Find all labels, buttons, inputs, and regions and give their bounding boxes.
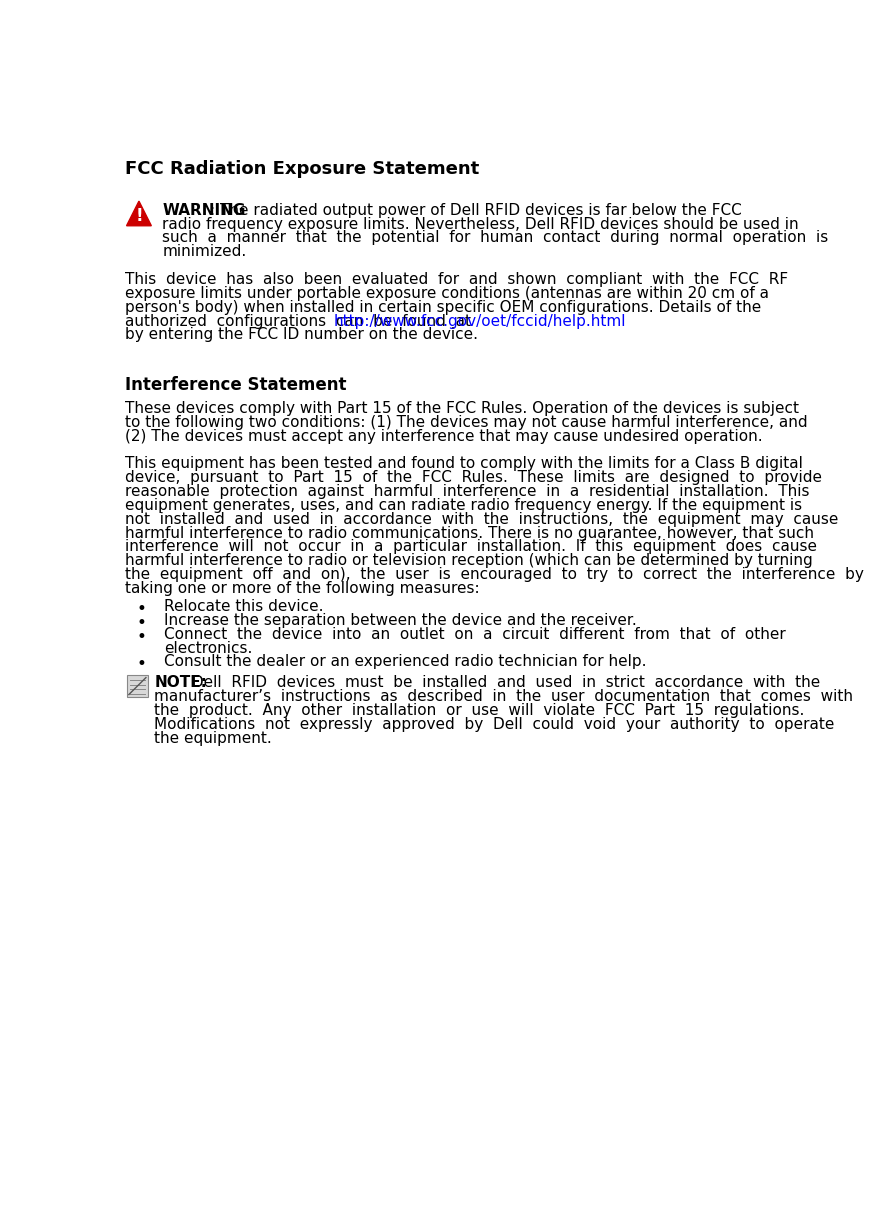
Text: equipment generates, uses, and can radiate radio frequency energy. If the equipm: equipment generates, uses, and can radia… [125, 498, 802, 512]
Text: interference  will  not  occur  in  a  particular  installation.  If  this  equi: interference will not occur in a particu… [125, 539, 817, 555]
Text: •: • [137, 628, 146, 646]
Text: !: ! [135, 208, 143, 226]
Text: Consult the dealer or an experienced radio technician for help.: Consult the dealer or an experienced rad… [164, 654, 646, 669]
Text: WARNING: WARNING [162, 203, 245, 217]
Text: reasonable  protection  against  harmful  interference  in  a  residential  inst: reasonable protection against harmful in… [125, 484, 809, 499]
Text: not  installed  and  used  in  accordance  with  the  instructions,  the  equipm: not installed and used in accordance wit… [125, 512, 838, 527]
Text: the equipment.: the equipment. [154, 731, 272, 745]
Text: •: • [137, 600, 146, 618]
Text: the  equipment  off  and  on),  the  user  is  encouraged  to  try  to  correct : the equipment off and on), the user is e… [125, 567, 864, 583]
Text: This equipment has been tested and found to comply with the limits for a Class B: This equipment has been tested and found… [125, 456, 803, 471]
Text: by entering the FCC ID number on the device.: by entering the FCC ID number on the dev… [125, 328, 478, 342]
Text: authorized  configurations  can  be  found  at: authorized configurations can be found a… [125, 313, 481, 329]
Polygon shape [126, 202, 152, 226]
Text: minimized.: minimized. [162, 244, 246, 260]
Text: manufacturer’s  instructions  as  described  in  the  user  documentation  that : manufacturer’s instructions as described… [154, 690, 853, 704]
Text: such  a  manner  that  the  potential  for  human  contact  during  normal  oper: such a manner that the potential for hum… [162, 231, 829, 245]
Text: •: • [137, 614, 146, 631]
Text: the  product.  Any  other  installation  or  use  will  violate  FCC  Part  15  : the product. Any other installation or u… [154, 703, 805, 717]
Text: NOTE:: NOTE: [154, 675, 208, 691]
Text: harmful interference to radio or television reception (which can be determined b: harmful interference to radio or televis… [125, 554, 813, 568]
Text: to the following two conditions: (1) The devices may not cause harmful interfere: to the following two conditions: (1) The… [125, 415, 808, 430]
Text: exposure limits under portable exposure conditions (antennas are within 20 cm of: exposure limits under portable exposure … [125, 285, 769, 301]
Text: device,  pursuant  to  Part  15  of  the  FCC  Rules.  These  limits  are  desig: device, pursuant to Part 15 of the FCC R… [125, 470, 822, 486]
Text: http://www.fcc.gov/oet/fccid/help.html: http://www.fcc.gov/oet/fccid/help.html [334, 313, 626, 329]
Text: Relocate this device.: Relocate this device. [164, 599, 323, 614]
Text: : The radiated output power of Dell RFID devices is far below the FCC: : The radiated output power of Dell RFID… [210, 203, 742, 217]
Text: Dell  RFID  devices  must  be  installed  and  used  in  strict  accordance  wit: Dell RFID devices must be installed and … [187, 675, 820, 691]
Text: Connect  the  device  into  an  outlet  on  a  circuit  different  from  that  o: Connect the device into an outlet on a c… [164, 626, 786, 642]
Text: FCC Radiation Exposure Statement: FCC Radiation Exposure Statement [125, 159, 479, 177]
Text: Increase the separation between the device and the receiver.: Increase the separation between the devi… [164, 613, 637, 628]
Text: •: • [137, 656, 146, 674]
FancyBboxPatch shape [126, 675, 148, 697]
Text: radio frequency exposure limits. Nevertheless, Dell RFID devices should be used : radio frequency exposure limits. Neverth… [162, 216, 799, 232]
Text: Interference Statement: Interference Statement [125, 376, 347, 393]
Text: taking one or more of the following measures:: taking one or more of the following meas… [125, 582, 480, 596]
Text: (2) The devices must accept any interference that may cause undesired operation.: (2) The devices must accept any interfer… [125, 429, 763, 443]
Text: harmful interference to radio communications. There is no guarantee, however, th: harmful interference to radio communicat… [125, 526, 814, 540]
Text: This  device  has  also  been  evaluated  for  and  shown  compliant  with  the : This device has also been evaluated for … [125, 272, 788, 287]
Text: Modifications  not  expressly  approved  by  Dell  could  void  your  authority : Modifications not expressly approved by … [154, 716, 835, 732]
Text: person's body) when installed in certain specific OEM configurations. Details of: person's body) when installed in certain… [125, 300, 761, 314]
Text: electronics.: electronics. [164, 641, 252, 656]
Text: These devices comply with Part 15 of the FCC Rules. Operation of the devices is : These devices comply with Part 15 of the… [125, 401, 799, 416]
